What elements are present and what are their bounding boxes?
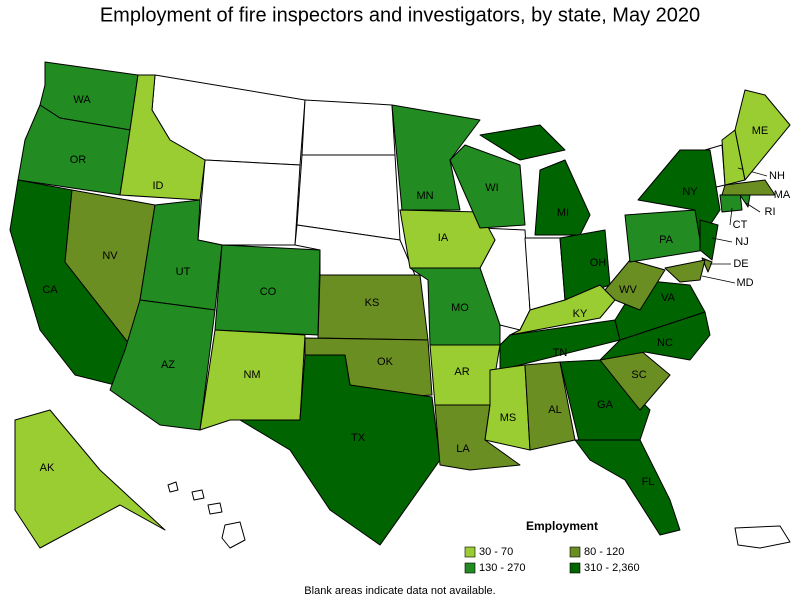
state-shape [574, 439, 681, 536]
legend-swatch [569, 546, 581, 558]
state-shape [604, 259, 666, 311]
legend: Employment 30 - 70 80 - 120 130 - 270 310 -… [464, 519, 640, 574]
state-shape [699, 219, 719, 261]
state-shape [721, 179, 776, 196]
state-shape [734, 89, 791, 181]
state-label: GA [597, 399, 614, 411]
state-label: NM [243, 369, 260, 381]
state-label: OK [377, 356, 394, 368]
state-label: AK [40, 462, 55, 474]
state-shape [207, 502, 223, 515]
state-shape [637, 149, 721, 241]
state-label: NH [769, 170, 785, 182]
legend-label: 130 - 270 [479, 562, 525, 574]
state-label: WA [73, 94, 91, 106]
state-label: UT [176, 266, 191, 278]
state-label: WI [485, 182, 498, 194]
state-shape [479, 124, 566, 161]
state-shape [221, 521, 246, 549]
state-shape [524, 237, 566, 311]
legend-swatch [569, 562, 581, 574]
state-label: ID [153, 180, 164, 192]
state-shape [449, 144, 526, 229]
state-shape [109, 299, 216, 431]
state-shape [391, 104, 481, 211]
state-label: OR [70, 154, 87, 166]
state-label: NV [102, 250, 118, 262]
state-label: VA [661, 292, 676, 304]
state-shape [559, 359, 651, 446]
state-label: KY [573, 308, 588, 320]
state-label: IA [438, 232, 449, 244]
legend-swatch [464, 562, 476, 574]
leader-line [745, 202, 761, 213]
state-label: MI [557, 207, 569, 219]
state-label: AR [454, 366, 469, 378]
state-label: CO [260, 286, 277, 298]
state-shape [664, 259, 706, 283]
state-shape [119, 74, 206, 201]
state-label: AL [548, 404, 561, 416]
state-label: DE [733, 258, 748, 270]
state-label: FL [642, 476, 655, 488]
map-title: Employment of fire inspectors and invest… [100, 4, 700, 26]
state-shape [399, 209, 496, 269]
state-label: NJ [735, 236, 748, 248]
state-shape [14, 409, 166, 549]
leader-line [701, 275, 736, 284]
state-shape [734, 525, 791, 549]
state-label: TN [553, 347, 568, 359]
state-label: OH [590, 257, 607, 269]
leader-line [729, 207, 733, 226]
legend-label: 30 - 70 [479, 546, 513, 558]
state-label: MS [500, 412, 517, 424]
state-shape [534, 159, 591, 236]
footnote: Blank areas indicate data not available. [304, 585, 495, 597]
state-label: CT [733, 219, 748, 231]
state-shape [167, 481, 179, 493]
state-label: PA [659, 234, 674, 246]
state-label: CA [42, 284, 58, 296]
state-shape [484, 364, 531, 451]
leader-line [711, 237, 733, 243]
states: WA OR CA NV ID UT AZ CO NM KS OK TX MN IA MO AR LA WI MI OH… [9, 61, 791, 549]
legend-label: 80 - 120 [584, 546, 624, 558]
state-label: WV [619, 284, 637, 296]
state-shape [191, 489, 205, 501]
state-label: AZ [161, 359, 175, 371]
state-label: TX [351, 432, 366, 444]
legend-label: 310 - 2,360 [584, 562, 640, 574]
state-label: ME [752, 125, 769, 137]
state-label: NC [657, 337, 673, 349]
legend-title: Employment [526, 519, 598, 533]
state-label: RI [765, 206, 776, 218]
state-label: MO [451, 302, 469, 314]
state-label: LA [456, 443, 470, 455]
state-label: MN [416, 190, 433, 202]
state-label: KS [365, 297, 380, 309]
state-shape [239, 354, 441, 546]
state-shape [197, 159, 301, 246]
legend-swatch [464, 546, 476, 558]
state-label: MD [736, 277, 753, 289]
state-shape [301, 99, 396, 156]
state-label: SC [631, 369, 646, 381]
state-label: MA [774, 189, 791, 201]
state-label: NY [682, 186, 698, 198]
